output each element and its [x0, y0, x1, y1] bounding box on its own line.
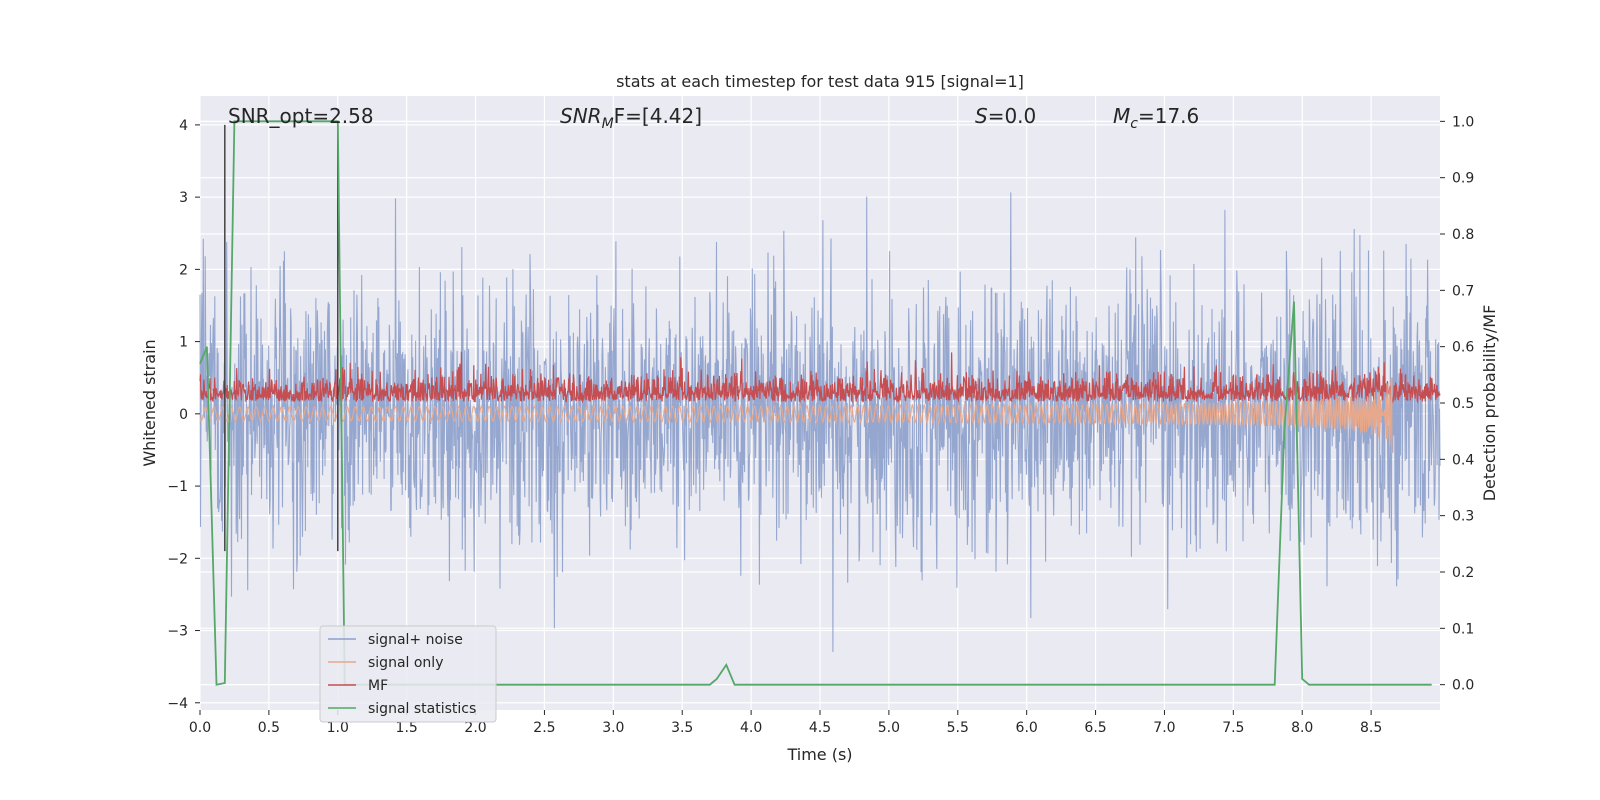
y-tick-label: 2 [179, 262, 188, 278]
y-tick-label: 4 [179, 118, 188, 134]
y2-tick-label: 0.1 [1452, 621, 1474, 637]
legend: signal+ noise signal only MF signal stat… [319, 625, 497, 723]
x-tick-label: 8.0 [1291, 720, 1313, 736]
series-mf [199, 351, 1441, 404]
x-tick-label: 0.5 [258, 720, 280, 736]
y2-tick-label: 0.0 [1452, 678, 1474, 694]
x-tick-label: 3.0 [602, 720, 624, 736]
x-tick-label: 8.5 [1360, 720, 1382, 736]
y2-tick-label: 0.7 [1452, 283, 1474, 299]
x-tick-label: 4.0 [740, 720, 762, 736]
line-signal-only [199, 377, 1393, 454]
x-tick-label: 5.5 [947, 720, 969, 736]
y-tick-label: −2 [167, 551, 188, 567]
annotation-mc: Mc=17.6 [1113, 104, 1199, 132]
y2-tick-label: 0.6 [1452, 340, 1474, 356]
annotation-s-value: =0.0 [988, 104, 1037, 128]
y-axis-label: Whitened strain [140, 339, 159, 466]
legend-label-mf: MF [368, 678, 388, 694]
x-tick-label: 7.0 [1153, 720, 1175, 736]
legend-label-signal-only: signal only [368, 655, 443, 671]
annotation-mc-value: =17.6 [1138, 104, 1199, 128]
y2-tick-label: 0.9 [1452, 171, 1474, 187]
plot-area [199, 96, 1441, 710]
y2-tick-label: 0.5 [1452, 396, 1474, 412]
axis-ticks: 0.0 0.5 1.0 1.5 2.0 2.5 3.0 3.5 4.0 4.5 5.0 5.5 6.0 6… [167, 114, 1474, 736]
x-tick-label: 2.0 [464, 720, 486, 736]
series-signal-statistics [199, 120, 1432, 686]
x-tick-label: 5.0 [878, 720, 900, 736]
x-tick-label: 1.0 [327, 720, 349, 736]
annotation-mc-label: M [1113, 104, 1130, 128]
annotation-snr-mf-sub: M [602, 116, 614, 132]
y-tick-label: −1 [167, 479, 188, 495]
annotation-s-label: S [975, 104, 988, 128]
x-tick-label: 7.5 [1222, 720, 1244, 736]
y2-tick-label: 0.4 [1452, 452, 1474, 468]
annotation-snr-mf: SNRMF=[4.42] [560, 104, 702, 132]
line-signal-statistics [199, 120, 1432, 686]
x-tick-label: 3.5 [671, 720, 693, 736]
y2-tick-label: 0.2 [1452, 565, 1474, 581]
x-tick-label: 0.0 [189, 720, 211, 736]
annotation-mc-sub: c [1130, 116, 1138, 132]
x-axis-label: Time (s) [786, 745, 852, 764]
legend-label-signal-statistics: signal statistics [368, 701, 476, 717]
y-tick-label: 3 [179, 190, 188, 206]
x-tick-label: 6.5 [1084, 720, 1106, 736]
x-tick-label: 2.5 [533, 720, 555, 736]
x-tick-label: 1.5 [396, 720, 418, 736]
line-mf [199, 351, 1441, 404]
y-tick-label: 0 [179, 407, 188, 423]
marker-lines [224, 124, 339, 552]
y2-tick-label: 1.0 [1452, 114, 1474, 130]
y2-tick-label: 0.3 [1452, 509, 1474, 525]
y2-tick-label: 0.8 [1452, 227, 1474, 243]
x-tick-label: 6.0 [1016, 720, 1038, 736]
y2-axis-label: Detection probability/MF [1480, 305, 1499, 502]
annotation-snr-mf-rest: F=[4.42] [614, 104, 702, 128]
legend-label-signal-noise: signal+ noise [368, 632, 463, 648]
annotation-s: S=0.0 [975, 104, 1036, 128]
annotation-snr-mf-prefix: SNR [560, 104, 602, 128]
chart-title: stats at each timestep for test data 915… [616, 72, 1024, 91]
y-tick-label: −3 [167, 624, 188, 640]
y-tick-label: 1 [179, 335, 188, 351]
legend-box [319, 625, 497, 723]
series-signal-only [199, 377, 1393, 454]
x-tick-label: 4.5 [809, 720, 831, 736]
y-tick-label: −4 [167, 696, 188, 712]
annotation-snr-opt: SNR_opt=2.58 [228, 104, 374, 128]
